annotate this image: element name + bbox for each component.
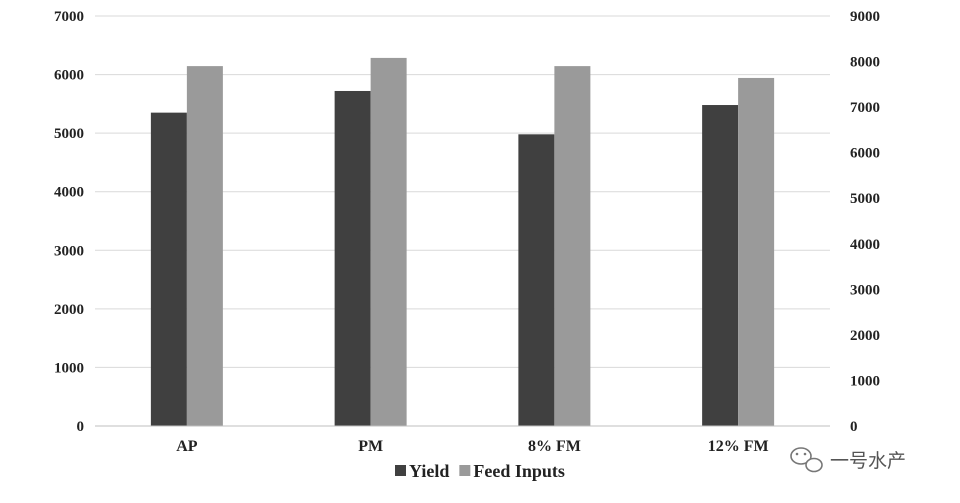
right-axis-tick-label: 1000 bbox=[850, 373, 880, 389]
right-axis-tick-label: 9000 bbox=[850, 9, 880, 25]
bar-yield bbox=[150, 112, 187, 427]
category-label: 8% FM bbox=[528, 438, 581, 455]
right-axis-tick-labels: 0 1000 2000 3000 4000 5000 6000 7000 8000 9000 bbox=[850, 9, 880, 435]
bar-feed-inputs bbox=[370, 57, 407, 427]
left-axis-tick-label: 7000 bbox=[54, 9, 84, 25]
right-axis-tick-label: 3000 bbox=[850, 282, 880, 298]
left-axis-tick-label: 0 bbox=[77, 419, 85, 435]
category-label: AP bbox=[176, 438, 198, 455]
watermark-text: 一号水产 bbox=[830, 450, 906, 472]
right-axis-tick-label: 8000 bbox=[850, 55, 880, 71]
left-axis-tick-label: 3000 bbox=[54, 243, 84, 259]
legend-swatch bbox=[395, 465, 406, 476]
left-axis-tick-label: 2000 bbox=[54, 302, 84, 318]
right-axis-tick-label: 0 bbox=[850, 419, 858, 435]
left-axis-tick-label: 5000 bbox=[54, 126, 84, 142]
bar-yield bbox=[518, 134, 555, 427]
left-axis-tick-label: 1000 bbox=[54, 360, 84, 376]
bars bbox=[150, 57, 775, 427]
right-axis-tick-label: 2000 bbox=[850, 328, 880, 344]
bar-yield bbox=[334, 90, 371, 426]
legend-label: Feed Inputs bbox=[473, 461, 565, 481]
wechat-icon bbox=[790, 447, 823, 473]
right-axis-tick-label: 5000 bbox=[850, 191, 880, 207]
bar-feed-inputs bbox=[186, 66, 223, 426]
right-axis-tick-label: 7000 bbox=[850, 100, 880, 116]
left-axis-tick-label: 6000 bbox=[54, 68, 84, 84]
category-labels: AP PM 8% FM 12% FM bbox=[176, 438, 768, 455]
left-axis-tick-label: 4000 bbox=[54, 185, 84, 201]
legend-swatch bbox=[459, 465, 471, 476]
bar-yield bbox=[702, 105, 739, 427]
bar-feed-inputs bbox=[738, 77, 775, 426]
category-label: PM bbox=[358, 438, 383, 455]
category-label: 12% FM bbox=[708, 438, 769, 455]
right-axis-tick-label: 6000 bbox=[850, 146, 880, 162]
left-axis-tick-labels: 0 1000 2000 3000 4000 5000 6000 7000 bbox=[54, 9, 84, 435]
legend-label: Yield bbox=[409, 461, 449, 481]
watermark: 一号水产 bbox=[790, 447, 906, 473]
legend: Yield Feed Inputs bbox=[395, 461, 565, 481]
right-axis-tick-label: 4000 bbox=[850, 237, 880, 253]
bar-feed-inputs bbox=[554, 66, 591, 426]
